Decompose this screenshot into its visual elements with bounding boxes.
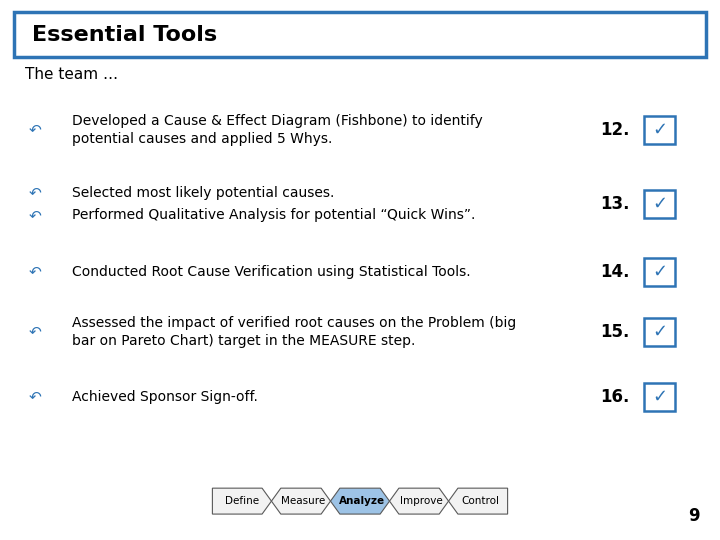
Text: ↶: ↶	[29, 389, 42, 404]
Text: 12.: 12.	[600, 120, 630, 139]
FancyBboxPatch shape	[644, 318, 675, 346]
FancyBboxPatch shape	[644, 258, 675, 286]
Text: Measure: Measure	[282, 496, 325, 506]
Text: Developed a Cause & Effect Diagram (Fishbone) to identify
potential causes and a: Developed a Cause & Effect Diagram (Fish…	[72, 114, 482, 145]
Text: Improve: Improve	[400, 496, 443, 506]
Text: Define: Define	[225, 496, 259, 506]
Text: 15.: 15.	[600, 323, 630, 341]
Text: Conducted Root Cause Verification using Statistical Tools.: Conducted Root Cause Verification using …	[72, 265, 471, 279]
Text: The team …: The team …	[25, 67, 118, 82]
Text: 13.: 13.	[600, 195, 630, 213]
Text: ↶: ↶	[29, 122, 42, 137]
Text: ✓: ✓	[652, 323, 667, 341]
Text: 16.: 16.	[600, 388, 630, 406]
Text: ↶: ↶	[29, 208, 42, 223]
Text: Assessed the impact of verified root causes on the Problem (big
bar on Pareto Ch: Assessed the impact of verified root cau…	[72, 316, 516, 348]
Text: Essential Tools: Essential Tools	[32, 24, 217, 45]
Polygon shape	[330, 488, 390, 514]
Polygon shape	[390, 488, 449, 514]
Text: ✓: ✓	[652, 262, 667, 281]
Text: ✓: ✓	[652, 388, 667, 406]
Text: ↶: ↶	[29, 185, 42, 200]
Text: Control: Control	[462, 496, 500, 506]
Polygon shape	[271, 488, 330, 514]
Text: ✓: ✓	[652, 120, 667, 139]
Text: 14.: 14.	[600, 262, 630, 281]
Text: Performed Qualitative Analysis for potential “Quick Wins”.: Performed Qualitative Analysis for poten…	[72, 208, 475, 222]
Text: 9: 9	[688, 507, 700, 525]
Polygon shape	[212, 488, 271, 514]
FancyBboxPatch shape	[644, 116, 675, 144]
Text: Selected most likely potential causes.: Selected most likely potential causes.	[72, 186, 334, 200]
FancyBboxPatch shape	[644, 383, 675, 411]
Text: Analyze: Analyze	[339, 496, 385, 506]
Polygon shape	[449, 488, 508, 514]
Text: Achieved Sponsor Sign-off.: Achieved Sponsor Sign-off.	[72, 390, 258, 404]
FancyBboxPatch shape	[14, 12, 706, 57]
Text: ✓: ✓	[652, 195, 667, 213]
Text: ↶: ↶	[29, 264, 42, 279]
FancyBboxPatch shape	[644, 190, 675, 218]
Text: ↶: ↶	[29, 325, 42, 340]
